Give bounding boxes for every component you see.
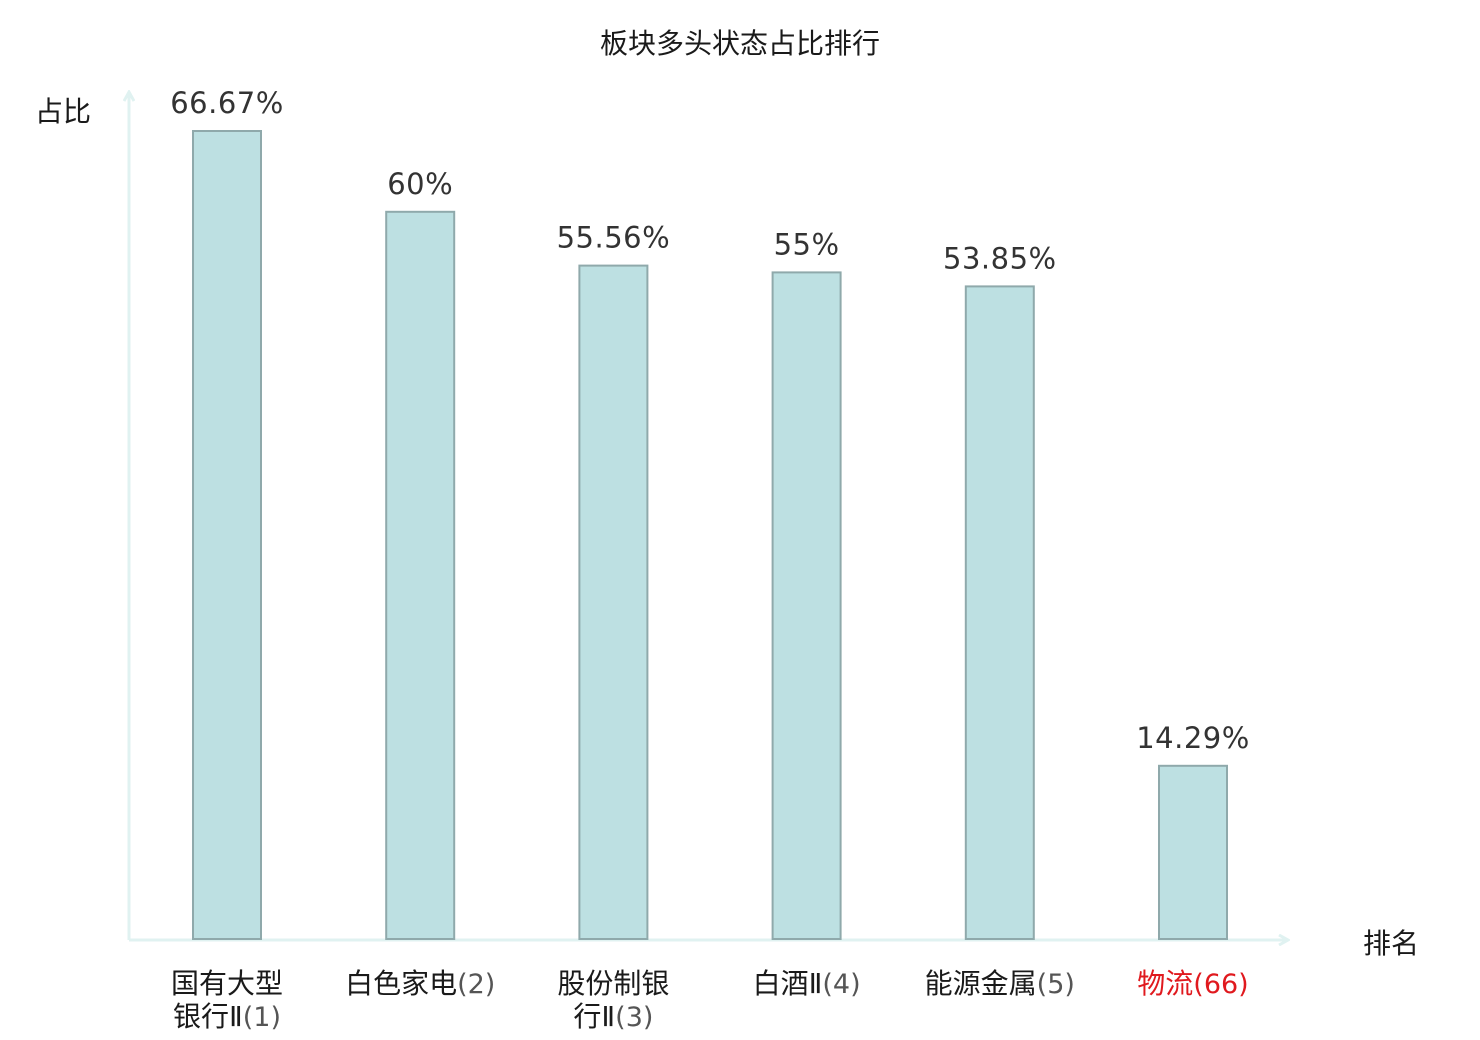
bar-4 xyxy=(771,271,842,940)
value-label-6: 14.29% xyxy=(1136,721,1250,755)
bar-1 xyxy=(192,130,262,940)
category-label-2: 白色家电(2) xyxy=(345,967,495,1000)
chart-title: 板块多头状态占比排行 xyxy=(600,27,880,60)
bar-6 xyxy=(1158,764,1228,940)
value-labels-group: 66.67% 60% 55.56% 55% 53.85% 14.29% xyxy=(170,86,1250,755)
value-label-1: 66.67% xyxy=(170,86,284,120)
category-labels-group: 国有大型银行Ⅱ(1) 白色家电(2) 股份制银行Ⅱ(3) 白酒Ⅱ(4) 能源金属(5) 物… xyxy=(171,967,1249,1033)
bar-2 xyxy=(385,210,456,941)
category-label-1: 国有大型银行Ⅱ(1) xyxy=(171,967,283,1033)
x-axis-label: 排名 xyxy=(1363,927,1419,960)
y-axis-label: 占比 xyxy=(35,95,91,128)
value-label-5: 53.85% xyxy=(943,241,1057,275)
value-label-3: 55.56% xyxy=(557,221,671,255)
bar-5 xyxy=(964,285,1035,940)
bars-group xyxy=(192,130,1228,941)
value-label-2: 60% xyxy=(387,167,453,201)
category-label-6: 物流(66) xyxy=(1137,967,1248,1000)
category-label-5: 能源金属(5) xyxy=(925,967,1075,1000)
value-label-4: 55% xyxy=(774,227,840,261)
category-label-4: 白酒Ⅱ(4) xyxy=(753,967,861,1000)
category-label-3: 股份制银行Ⅱ(3) xyxy=(557,967,669,1033)
bar-3 xyxy=(578,264,649,941)
